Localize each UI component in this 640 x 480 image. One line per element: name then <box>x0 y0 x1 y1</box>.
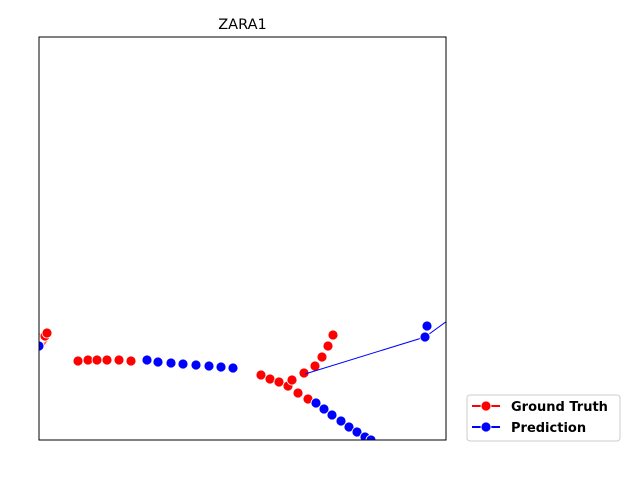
legend-frame <box>466 394 621 442</box>
ground-truth-series-pedestrian-edge-left <box>39 327 53 342</box>
plot-area <box>39 320 446 440</box>
prediction-point <box>351 426 363 438</box>
prediction-point <box>335 415 347 427</box>
ground-truth-point <box>91 354 103 366</box>
prediction-point <box>215 361 227 373</box>
prediction-point <box>343 421 355 433</box>
prediction-point <box>141 354 153 366</box>
prediction-point <box>39 340 45 352</box>
legend-label-ground-truth: Ground Truth <box>511 400 608 415</box>
ground-truth-series-pedestrian-center-up <box>286 329 339 386</box>
legend-entry-prediction: Prediction <box>472 421 586 436</box>
ground-truth-point <box>316 351 328 363</box>
ground-truth-series-pedestrian-left <box>72 354 137 367</box>
ground-truth-point <box>41 327 53 339</box>
prediction-series-pedestrian-center-down <box>310 397 377 440</box>
prediction-point <box>177 358 189 370</box>
legend-swatch-ground-truth-marker <box>480 400 492 412</box>
prediction-series-pedestrian-left <box>141 354 239 374</box>
ground-truth-point <box>113 354 125 366</box>
legend-swatch-prediction-marker <box>480 421 492 433</box>
chart-title: ZARA1 <box>218 17 266 33</box>
prediction-point <box>419 331 431 343</box>
prediction-point <box>421 320 433 332</box>
ground-truth-point <box>125 355 137 367</box>
legend: Ground Truth Prediction <box>466 394 621 442</box>
prediction-point <box>203 360 215 372</box>
prediction-series-pedestrian-right <box>421 320 433 332</box>
ground-truth-point <box>273 376 285 388</box>
ground-truth-point <box>101 354 113 366</box>
prediction-point <box>326 409 338 421</box>
ground-truth-point <box>82 354 94 366</box>
prediction-point <box>190 359 202 371</box>
prediction-point <box>165 357 177 369</box>
prediction-point <box>318 403 330 415</box>
ground-truth-point <box>255 369 267 381</box>
ground-truth-point <box>322 340 334 352</box>
prediction-series-pedestrian-center-up <box>304 321 446 375</box>
ground-truth-point <box>72 355 84 367</box>
prediction-point <box>152 356 164 368</box>
prediction-series-pedestrian-edge-left <box>39 340 45 352</box>
prediction-point <box>227 362 239 374</box>
ground-truth-point <box>264 373 276 385</box>
prediction-point <box>365 434 377 440</box>
prediction-point <box>310 397 322 409</box>
ground-truth-point <box>286 374 298 386</box>
ground-truth-point <box>292 387 304 399</box>
legend-label-prediction: Prediction <box>511 421 586 436</box>
axes-frame <box>38 36 447 441</box>
ground-truth-point <box>327 329 339 341</box>
legend-entry-ground-truth: Ground Truth <box>472 400 608 415</box>
